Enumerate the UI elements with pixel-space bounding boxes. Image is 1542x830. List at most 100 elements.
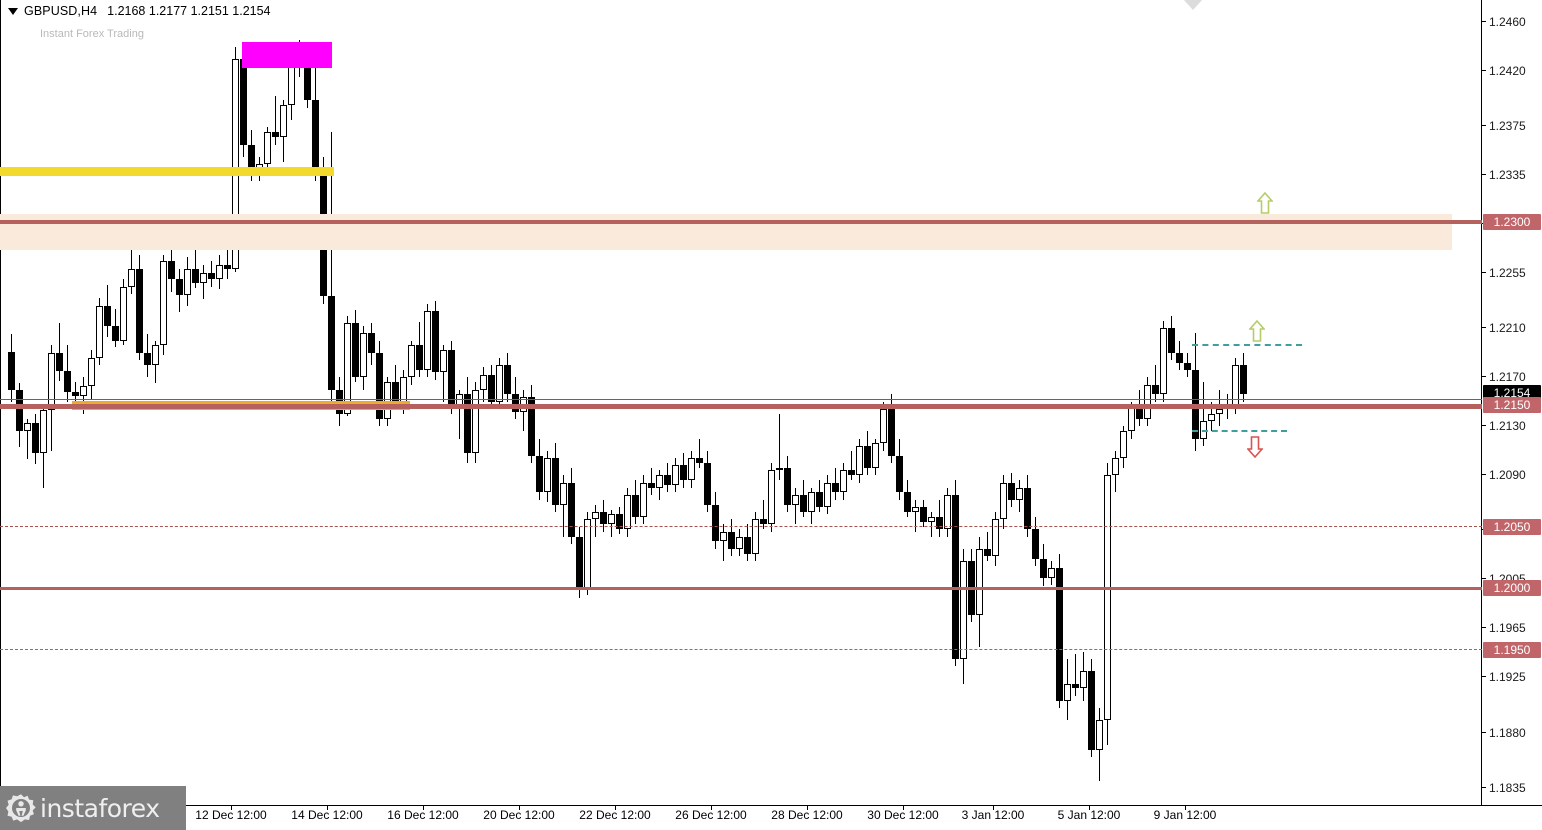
candle-wick — [795, 487, 796, 525]
symbol-name: GBPUSD,H4 — [24, 4, 98, 18]
symbol-header: GBPUSD,H4 1.2168 1.2177 1.2151 1.2154 — [8, 4, 271, 18]
candle-body — [720, 531, 727, 542]
price-tick: 1.2460 — [1482, 15, 1542, 29]
up-arrow-lower-icon[interactable] — [1248, 319, 1266, 347]
price-tick-label: 1.1965 — [1489, 621, 1526, 636]
teal-dash-upper[interactable] — [1192, 344, 1302, 346]
support-1.1950[interactable] — [0, 649, 1482, 651]
triangle-down-icon[interactable] — [8, 7, 18, 15]
candle-body — [880, 409, 887, 444]
time-tick-mark — [615, 806, 616, 810]
candle-body — [624, 494, 631, 530]
magenta-box[interactable] — [242, 42, 332, 68]
support-1.2150[interactable] — [0, 403, 1482, 409]
candle-body — [760, 519, 767, 525]
support-1.2000[interactable] — [0, 586, 1482, 590]
price-level-label[interactable]: 1.2300 — [1483, 214, 1541, 230]
price-axis-line — [1481, 0, 1482, 806]
candle-body — [88, 357, 95, 386]
candle-body — [816, 492, 823, 508]
price-tick: 1.2335 — [1482, 168, 1542, 182]
time-axis[interactable]: 12 Dec 12:00 14 Dec 12:00 16 Dec 12:00 20 D… — [0, 806, 1542, 830]
candle-body — [1016, 487, 1023, 500]
candle-body — [1008, 482, 1015, 500]
candle-wick — [987, 531, 988, 561]
chart-plot-area[interactable] — [0, 0, 1482, 806]
candle-body — [184, 269, 191, 296]
candle-body — [248, 144, 255, 170]
candle-body — [688, 458, 695, 481]
price-tick-mark — [1482, 125, 1486, 127]
candle-body — [928, 516, 935, 522]
resistance-1.2300[interactable] — [0, 220, 1482, 224]
candle-body — [704, 463, 711, 505]
candle-body — [1128, 406, 1135, 432]
candle-wick — [195, 249, 196, 288]
candle-body — [752, 519, 759, 554]
candle-body — [352, 323, 359, 378]
candle-body — [8, 351, 15, 390]
candle-body — [32, 422, 39, 454]
time-axis-line — [0, 805, 1542, 806]
time-tick-label: 5 Jan 12:00 — [1057, 808, 1121, 822]
candle-body — [1208, 414, 1215, 422]
time-tick-label: 26 Dec 12:00 — [675, 808, 747, 822]
candle-body — [776, 467, 783, 471]
candle-body — [1024, 487, 1031, 530]
candle-wick — [763, 499, 764, 530]
price-level-label[interactable]: 1.2150 — [1483, 397, 1541, 413]
candle-body — [984, 548, 991, 557]
candle-body — [312, 100, 319, 170]
price-tick: 1.2170 — [1482, 370, 1542, 384]
candle-body — [424, 311, 431, 370]
price-tick-mark — [1482, 327, 1486, 329]
candle-body — [200, 273, 207, 283]
price-tick-label: 1.1925 — [1489, 670, 1526, 685]
price-tick-mark — [1482, 474, 1486, 476]
candle-body — [72, 391, 79, 396]
up-arrow-upper-icon[interactable] — [1256, 191, 1274, 219]
price-tick-label: 1.2210 — [1489, 321, 1526, 336]
price-tick-label: 1.2375 — [1489, 119, 1526, 134]
chart-canvas — [0, 0, 1482, 782]
candle-wick — [459, 389, 460, 439]
candle-wick — [275, 95, 276, 145]
thin-brown-1.2163[interactable] — [0, 398, 1482, 400]
candle-wick — [1075, 654, 1076, 696]
candle-body — [96, 306, 103, 358]
candle-body — [512, 394, 519, 412]
candle-body — [552, 458, 559, 505]
candle-body — [160, 260, 167, 346]
time-tick-label: 20 Dec 12:00 — [483, 808, 555, 822]
candle-body — [280, 105, 287, 138]
yellow-level-1.2340[interactable] — [0, 166, 334, 176]
candle-body — [1096, 720, 1103, 750]
candle-body — [472, 389, 479, 454]
candle-wick — [1203, 382, 1204, 446]
candle-body — [576, 536, 583, 591]
candle-body — [920, 507, 927, 522]
time-tick-mark — [903, 806, 904, 810]
candle-body — [936, 516, 943, 530]
price-level-label[interactable]: 1.2000 — [1483, 580, 1541, 596]
price-tick: 1.1925 — [1482, 670, 1542, 684]
price-level-label[interactable]: 1.2050 — [1483, 519, 1541, 535]
candle-body — [480, 374, 487, 390]
instaforex-tagline: Instant Forex Trading — [40, 28, 144, 40]
candle-body — [496, 365, 503, 402]
candle-body — [872, 443, 879, 468]
candle-body — [152, 345, 159, 366]
time-tick-mark — [711, 806, 712, 810]
price-level-label[interactable]: 1.1950 — [1483, 642, 1541, 658]
mid-1.2050[interactable] — [0, 526, 1482, 528]
teal-dash-lower[interactable] — [1192, 430, 1287, 432]
candle-wick — [227, 236, 228, 280]
candle-body — [144, 352, 151, 365]
candle-body — [464, 394, 471, 454]
price-tick-mark — [1482, 272, 1486, 274]
candle-wick — [915, 499, 916, 532]
candle-wick — [723, 524, 724, 561]
price-tick: 1.2130 — [1482, 419, 1542, 433]
candle-body — [344, 323, 351, 415]
down-arrow-icon[interactable] — [1246, 436, 1264, 463]
